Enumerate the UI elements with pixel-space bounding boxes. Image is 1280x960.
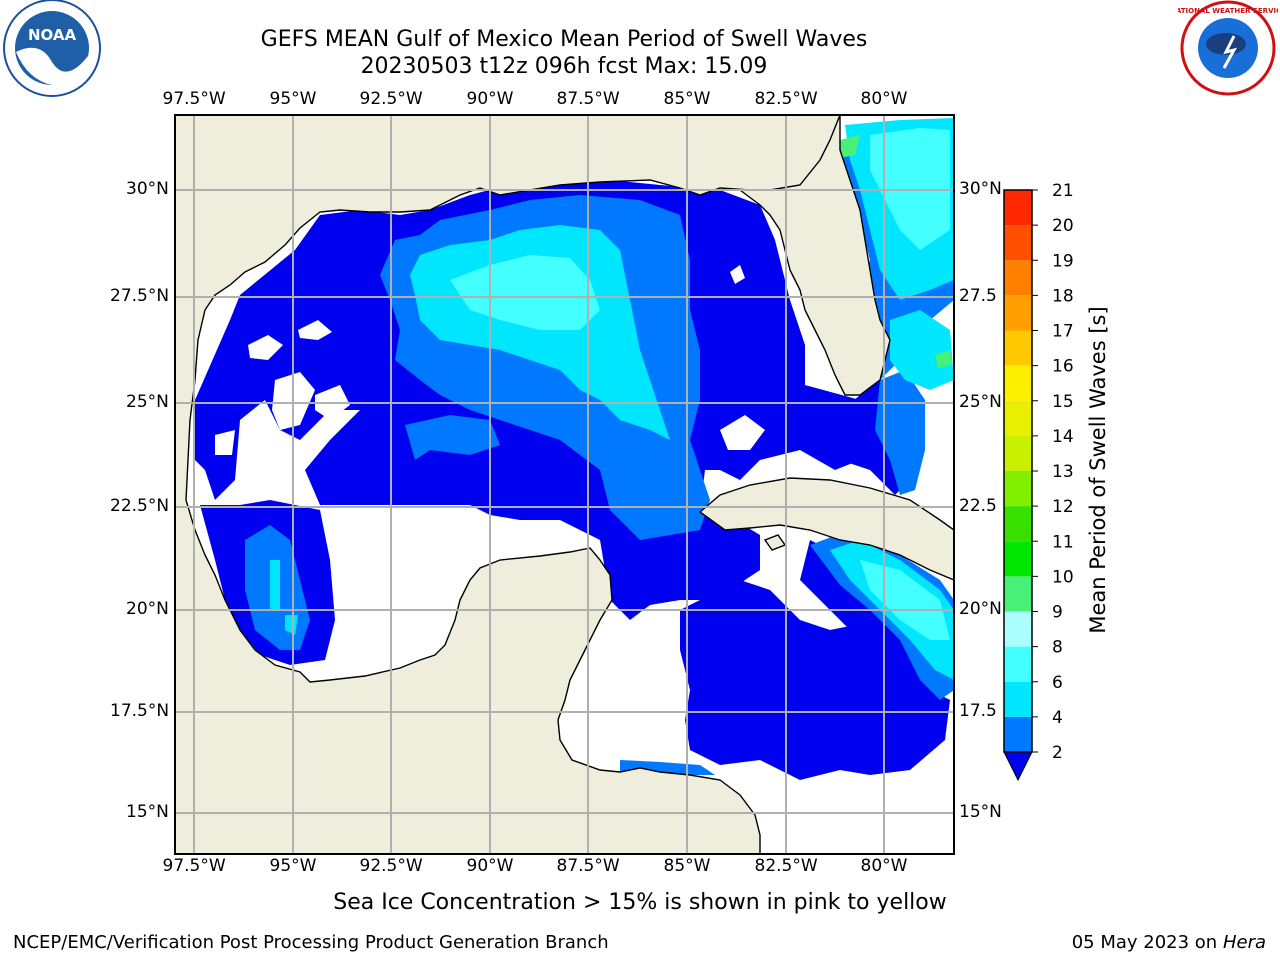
colorbar-tick-label: 9 <box>1052 603 1063 623</box>
lon-tick-top: 95°W <box>269 89 317 109</box>
footer-date: 05 May 2023 on Hera <box>1072 932 1266 953</box>
colorbar-bin <box>1004 260 1032 296</box>
lat-tick-left: 22.5°N <box>110 496 170 516</box>
cuba <box>698 477 954 581</box>
lat-tick-right: 22.5 <box>959 496 997 516</box>
lon-tick-bottom: 90°W <box>466 856 514 876</box>
lat-tick-right: 25°N <box>959 392 1002 412</box>
noaa-logo: NOAA <box>3 0 101 97</box>
lat-tick-right: 20°N <box>959 599 1002 619</box>
colorbar-tick-label: 6 <box>1052 673 1063 693</box>
lat-tick-left: 17.5°N <box>110 701 170 721</box>
colorbar-bin <box>1004 611 1032 647</box>
colorbar-bin <box>1004 400 1032 436</box>
graticule <box>175 115 954 854</box>
colorbar-tick-label: 10 <box>1052 567 1074 587</box>
colorbar-extend-triangle <box>1003 751 1033 782</box>
sea-ice-note: Sea Ice Concentration > 15% is shown in … <box>333 890 947 915</box>
lat-tick-left: 20°N <box>126 599 169 619</box>
colorbar-bin <box>1004 225 1032 261</box>
lat-tick-left: 15°N <box>126 802 169 822</box>
lat-tick-left: 27.5°N <box>110 286 170 306</box>
lon-tick-bottom: 95°W <box>269 856 317 876</box>
swell-field <box>175 118 954 854</box>
noaa-logo-text: NOAA <box>28 26 77 44</box>
colorbar-bin <box>1004 541 1032 577</box>
lon-tick-top: 90°W <box>466 89 514 109</box>
colorbar-bin <box>1004 506 1032 542</box>
colorbar-tick-label: 2 <box>1052 743 1063 763</box>
map-subtitle: 20230503 t12z 096h fcst Max: 15.09 <box>360 54 768 79</box>
colorbar-tick-label: 21 <box>1052 181 1074 201</box>
colorbar-bin <box>1004 330 1032 366</box>
lon-tick-bottom: 97.5°W <box>162 856 226 876</box>
nws-logo: NATIONAL WEATHER SERVICE <box>1178 0 1278 96</box>
colorbar-bin <box>1004 716 1032 752</box>
lat-tick-right: 27.5 <box>959 286 997 306</box>
colorbar-tick-label: 17 <box>1052 322 1074 342</box>
footer-date-text: 05 May 2023 on <box>1071 932 1218 953</box>
lat-tick-left: 25°N <box>126 392 169 412</box>
map-title: GEFS MEAN Gulf of Mexico Mean Period of … <box>260 27 868 52</box>
lat-tick-left: 30°N <box>126 179 169 199</box>
colorbar-tick-label: 15 <box>1052 392 1074 412</box>
map-frame <box>174 114 955 855</box>
colorbar-bin <box>1004 365 1032 401</box>
lon-tick-top: 87.5°W <box>556 89 620 109</box>
colorbar-label: Mean Period of Swell Waves [s] <box>1086 306 1110 634</box>
lon-tick-top: 80°W <box>860 89 908 109</box>
colorbar-tick-label: 19 <box>1052 251 1074 271</box>
colorbar-tick-label: 20 <box>1052 216 1074 236</box>
colorbar-tick-label: 16 <box>1052 357 1074 377</box>
colorbar-tick-label: 12 <box>1052 497 1074 517</box>
colorbar-bin <box>1004 435 1032 471</box>
colorbar-bin <box>1004 471 1032 507</box>
lon-tick-bottom: 85°W <box>663 856 711 876</box>
colorbar-bin <box>1004 646 1032 682</box>
colorbar-tick-label: 11 <box>1052 532 1074 552</box>
colorbar-tick-label: 8 <box>1052 638 1063 658</box>
colorbar-bin <box>1004 190 1032 226</box>
colorbar-tick-label: 4 <box>1052 708 1063 728</box>
lon-tick-bottom: 82.5°W <box>754 856 818 876</box>
lat-tick-right: 30°N <box>959 179 1002 199</box>
lon-tick-top: 82.5°W <box>754 89 818 109</box>
lat-tick-right: 17.5 <box>959 701 997 721</box>
colorbar-tick-label: 18 <box>1052 286 1074 306</box>
nws-logo-text: NATIONAL WEATHER SERVICE <box>1178 7 1278 15</box>
colorbar-bin <box>1004 576 1032 612</box>
colorbar-bin <box>1004 295 1032 331</box>
lat-tick-right: 15°N <box>959 802 1002 822</box>
colorbar-tick-label: 13 <box>1052 462 1074 482</box>
lon-tick-top: 85°W <box>663 89 711 109</box>
lon-tick-bottom: 87.5°W <box>556 856 620 876</box>
lon-tick-top: 92.5°W <box>359 89 423 109</box>
colorbar-bin <box>1004 681 1032 717</box>
lon-tick-top: 97.5°W <box>162 89 226 109</box>
colorbar-tick-label: 14 <box>1052 427 1074 447</box>
lon-tick-bottom: 92.5°W <box>359 856 423 876</box>
colorbar: 2 4 6 8 9 10 11 12 13 14 15 16 17 18 19 20 21 <box>1003 181 1074 782</box>
footer-host: Hera <box>1222 932 1266 953</box>
footer-credit: NCEP/EMC/Verification Post Processing Pr… <box>13 932 609 953</box>
lon-tick-bottom: 80°W <box>860 856 908 876</box>
